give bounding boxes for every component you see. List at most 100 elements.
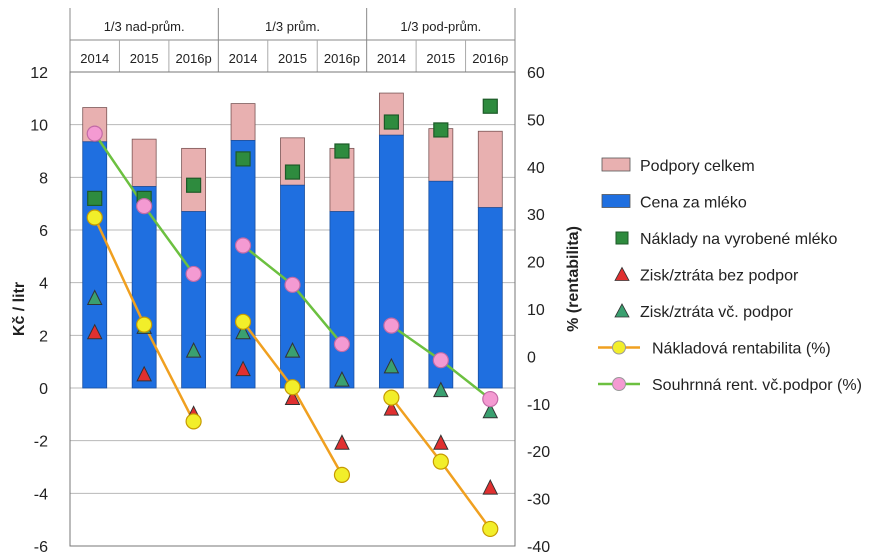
marker-rentabilita-0 — [284, 379, 301, 396]
category-label: 2014 — [80, 51, 109, 66]
marker-zisk-vc-podpor — [86, 289, 103, 305]
marker-zisk-vc-podpor — [185, 342, 202, 358]
legend-label: Cena za mléko — [640, 195, 747, 212]
marker-zisk-bez-podpor — [334, 434, 350, 450]
y-axis-title: Kč / litr — [11, 282, 28, 336]
marker-zisk-bez-podpor — [235, 360, 251, 377]
legend-label: Zisk/ztráta vč. podpor — [640, 304, 794, 321]
y-tick-label: 4 — [39, 276, 48, 293]
legend-item: Náklady na vyrobené mléko — [615, 231, 838, 248]
legend-swatch — [601, 194, 631, 208]
y2-tick-label: -30 — [527, 492, 550, 509]
marker-zisk-bez-podpor — [482, 478, 499, 495]
legend-swatch — [614, 303, 630, 318]
legend-label: Souhrnná rent. vč.podpor (%) — [652, 377, 862, 394]
y2-tick-label: -40 — [527, 539, 550, 552]
bar-cena — [477, 207, 503, 389]
legend-item: Zisk/ztráta bez podpor — [614, 266, 799, 285]
y-tick-label: 12 — [30, 65, 48, 82]
y2-tick-label: 50 — [527, 112, 545, 129]
y-tick-label: 8 — [39, 170, 48, 187]
marker-naklady — [433, 122, 449, 138]
markers — [86, 98, 499, 538]
marker-zisk-bez-podpor — [383, 399, 400, 416]
marker-naklady — [383, 114, 399, 130]
y2-tick-label: 0 — [527, 349, 536, 366]
legend-swatch — [614, 266, 630, 281]
legend-label: Zisk/ztráta bez podpor — [640, 268, 799, 285]
marker-naklady — [334, 143, 350, 159]
marker-naklady — [482, 98, 498, 114]
bar-cena — [329, 211, 355, 389]
bar-podpory — [131, 138, 157, 187]
marker-rentabilita-1 — [136, 198, 153, 215]
marker-naklady — [284, 164, 301, 180]
marker-zisk-bez-podpor — [284, 389, 301, 406]
legend-swatch — [612, 377, 626, 391]
category-label: 2014 — [229, 51, 258, 66]
marker-rentabilita-0 — [432, 453, 449, 470]
marker-zisk-vc-podpor — [383, 357, 400, 374]
y2-tick-label: 30 — [527, 207, 545, 224]
group-label: 1/3 nad-prům. — [104, 19, 185, 34]
category-label: 2015 — [130, 51, 159, 66]
plot-frame — [69, 71, 516, 547]
marker-rentabilita-1 — [234, 237, 252, 254]
category-label: 2015 — [426, 51, 455, 66]
marker-zisk-vc-podpor — [235, 323, 251, 340]
marker-rentabilita-1 — [333, 335, 351, 353]
legend-item: Nákladová rentabilita (%) — [598, 340, 831, 358]
marker-rentabilita-1 — [284, 276, 301, 293]
y2-tick-label: -10 — [527, 397, 550, 414]
category-label: 2016p — [324, 51, 360, 66]
bar-cena — [181, 211, 207, 389]
category-header: 1/3 nad-prům. 1/3 prům. 1/3 pod-prům. 2014 2… — [69, 8, 516, 72]
group-label: 1/3 prům. — [265, 19, 320, 34]
y2-tick-label: -20 — [527, 444, 550, 461]
y-tick-label: 0 — [39, 381, 48, 398]
legend-swatch — [601, 157, 631, 172]
y-tick-label: 2 — [39, 328, 48, 345]
category-label: 2016p — [472, 51, 508, 66]
category-label: 2014 — [377, 51, 406, 66]
y-tick-label: -4 — [34, 486, 48, 503]
legend-label: Nákladová rentabilita (%) — [652, 341, 831, 358]
marker-zisk-vc-podpor — [482, 402, 499, 419]
y2-tick-label: 10 — [527, 302, 545, 319]
marker-rentabilita-0 — [185, 413, 202, 430]
y2-axis-title: % (rentabilita) — [565, 226, 582, 332]
bar-cena — [378, 134, 404, 389]
legend: Podpory celkem Cena za mléko Náklady na vy… — [598, 157, 862, 394]
marker-zisk-bez-podpor — [136, 365, 152, 382]
y2-tick-label: 40 — [527, 160, 545, 177]
bar-cena — [82, 141, 108, 389]
y-tick-label: -6 — [34, 539, 48, 552]
legend-label: Podpory celkem — [640, 158, 755, 175]
marker-zisk-bez-podpor — [86, 323, 103, 340]
legend-item: Souhrnná rent. vč.podpor (%) — [598, 377, 862, 394]
bar-podpory — [477, 130, 503, 209]
marker-naklady — [186, 177, 202, 193]
y-tick-label: 6 — [39, 223, 48, 240]
legend-swatch — [612, 340, 626, 355]
category-label: 2015 — [278, 51, 307, 66]
marker-rentabilita-0 — [482, 520, 499, 538]
bar-cena — [230, 140, 256, 389]
legend-item: Podpory celkem — [601, 157, 755, 175]
marker-rentabilita-0 — [234, 313, 252, 330]
marker-naklady — [235, 151, 251, 167]
marker-rentabilita-1 — [86, 125, 103, 142]
bar-cena — [131, 186, 157, 389]
marker-rentabilita-0 — [86, 209, 103, 226]
y-tick-label: 10 — [30, 118, 48, 135]
y2-tick-label: 60 — [527, 65, 545, 82]
bar-podpory — [230, 103, 256, 141]
y2-tick-label: 20 — [527, 255, 545, 272]
category-label: 2016p — [176, 51, 212, 66]
legend-label: Náklady na vyrobené mléko — [640, 231, 838, 248]
marker-rentabilita-1 — [482, 390, 499, 408]
legend-item: Zisk/ztráta vč. podpor — [614, 303, 794, 321]
marker-rentabilita-1 — [185, 265, 202, 283]
y-tick-label: -2 — [34, 434, 48, 451]
legend-item: Cena za mléko — [601, 194, 747, 212]
